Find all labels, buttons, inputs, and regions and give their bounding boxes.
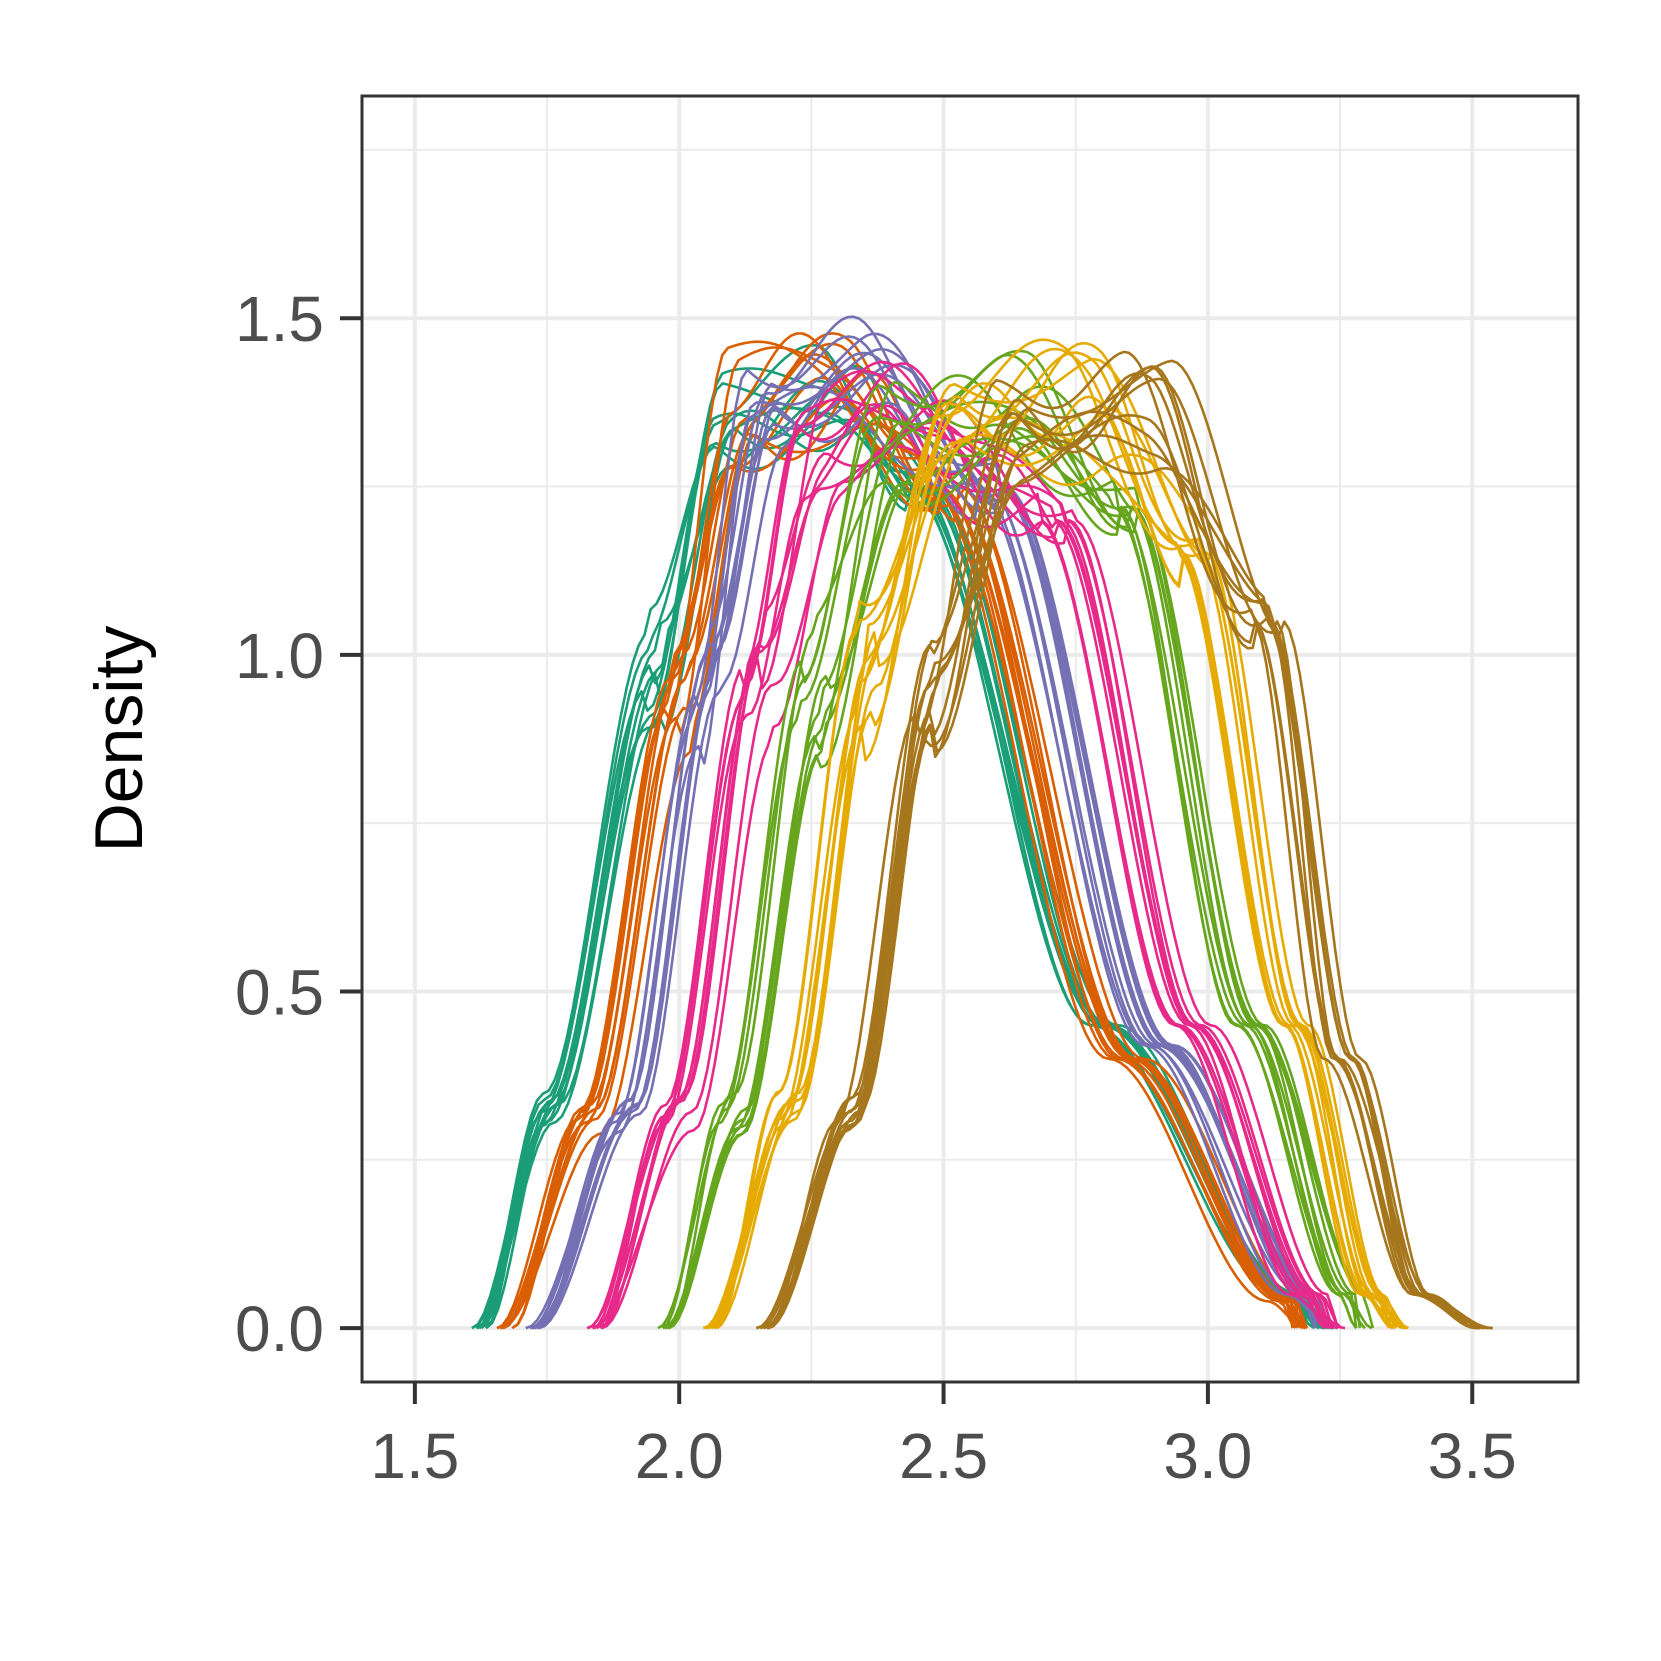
density-curve-group-4: [601, 403, 1336, 1330]
x-axis: 1.5 2.0 2.5 3.0 3.5: [370, 1382, 1517, 1492]
plot-panel-border: [360, 94, 1580, 1384]
density-curve-group-1: [484, 412, 1324, 1330]
x-tick-label: 1.5: [370, 1420, 459, 1492]
density-curve-group-5: [663, 423, 1375, 1330]
y-tick-label: 0.5: [235, 956, 324, 1028]
density-curve-group-6: [705, 341, 1409, 1330]
density-curve-group-6: [707, 351, 1398, 1330]
density-curve-group-6: [710, 395, 1408, 1330]
y-tick-label: 1.5: [235, 283, 324, 355]
density-curve-group-7: [766, 365, 1476, 1330]
density-curve-group-7: [767, 359, 1484, 1330]
density-curve-group-6: [716, 382, 1406, 1330]
density-curve-group-4: [601, 445, 1343, 1330]
y-tick-label: 0.0: [235, 1293, 324, 1365]
y-axis: 0.0 0.5 1.0 1.5: [235, 283, 362, 1365]
density-curve-group-2: [496, 346, 1303, 1330]
x-tick-label: 2.0: [635, 1420, 724, 1492]
x-tick-label: 3.0: [1163, 1420, 1252, 1492]
density-curve-group-2: [500, 370, 1305, 1330]
density-curve-group-7: [767, 434, 1477, 1330]
y-axis-title: Density: [81, 626, 157, 853]
density-curve-group-4: [587, 404, 1330, 1330]
density-curves: [471, 315, 1493, 1330]
density-curve-group-5: [662, 416, 1373, 1330]
density-curve-group-3: [534, 315, 1333, 1330]
x-tick-label: 2.5: [899, 1420, 988, 1492]
density-curve-group-7: [755, 414, 1492, 1330]
density-curve-group-7: [766, 350, 1481, 1330]
y-tick-label: 1.0: [235, 620, 324, 692]
density-curve-group-5: [668, 353, 1366, 1330]
x-tick-label: 3.5: [1428, 1420, 1517, 1492]
